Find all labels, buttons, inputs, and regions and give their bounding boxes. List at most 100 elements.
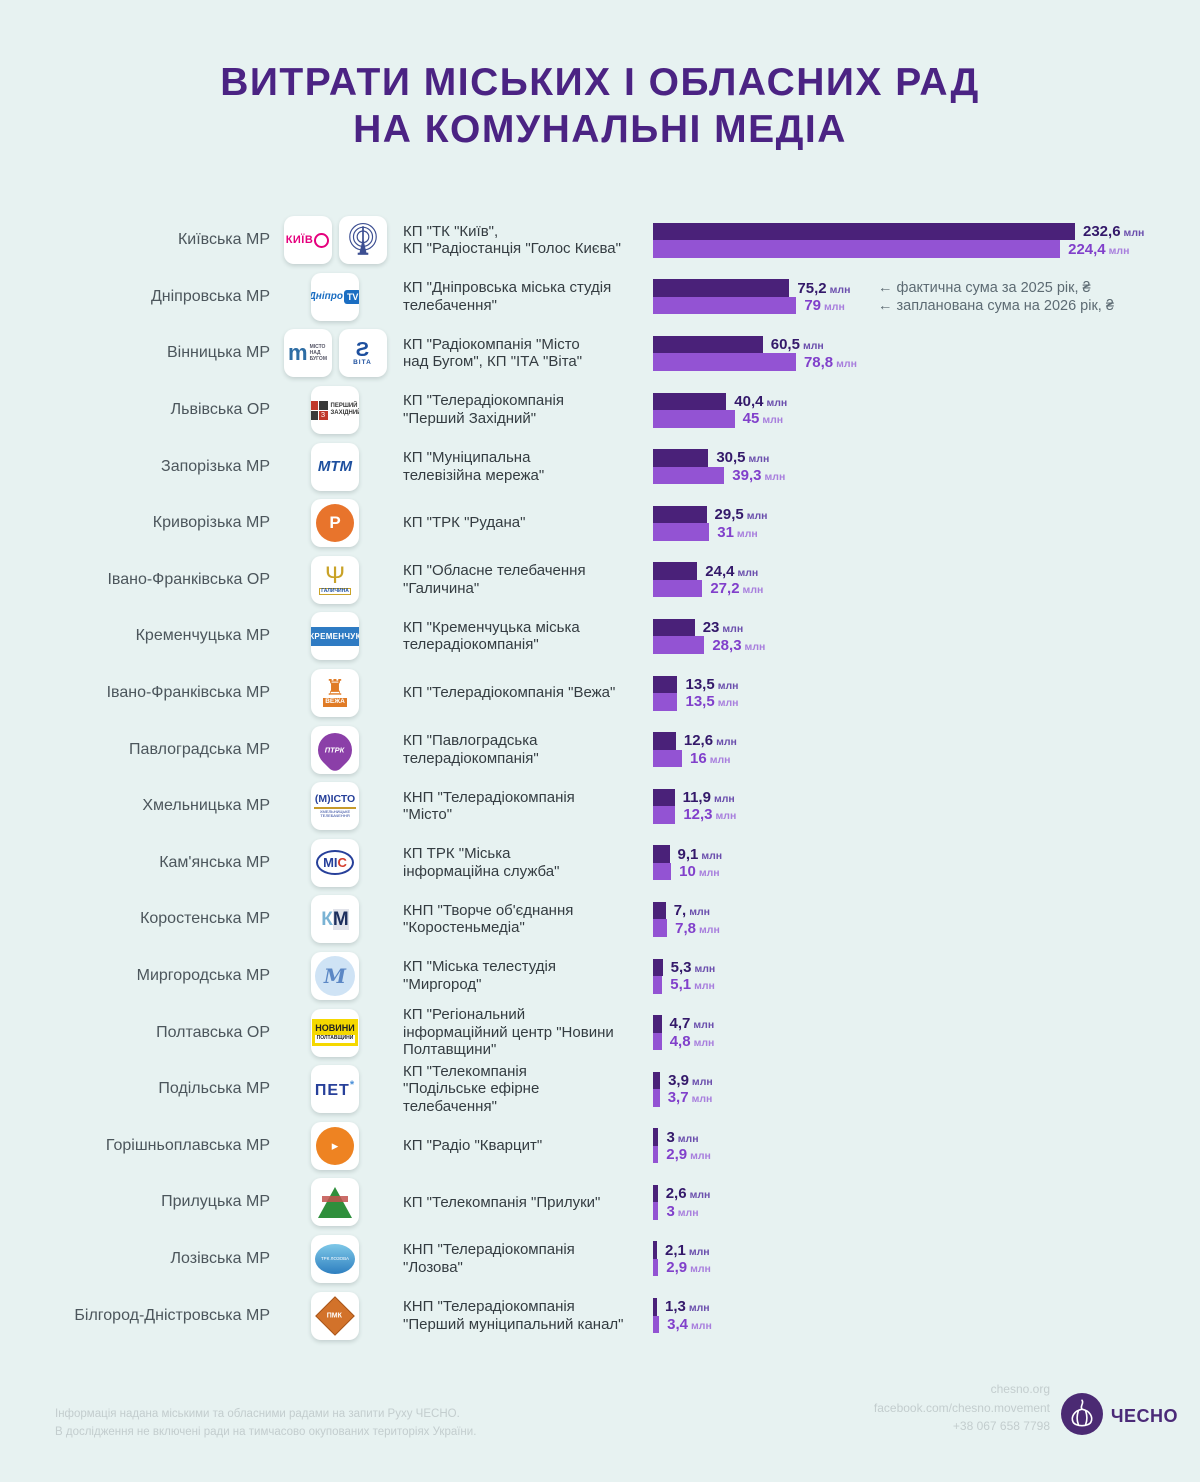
bar-2025 — [653, 392, 727, 411]
bar-2025 — [653, 845, 670, 863]
logo-group — [283, 1178, 387, 1227]
logo-group: ПМК — [283, 1291, 387, 1340]
bar-group: 5,3 млн 5,1 млн — [653, 958, 1200, 994]
bar-line-2026: 78,8 млн — [653, 353, 1200, 371]
company-label: КП "Радіокомпанія "Місто над Бугом", КП … — [403, 335, 583, 371]
bar-2026 — [653, 466, 725, 485]
bar-2025 — [653, 901, 666, 920]
chart-row: Подільська МР ПЕТ* КП "Телекомпанія "Под… — [0, 1061, 1200, 1118]
council-label: Дніпровська МР — [150, 287, 270, 305]
bar-2026 — [653, 693, 678, 711]
bar-line-2026: 3,4 млн — [653, 1315, 1200, 1334]
kvartsyt-icon: ▸ — [311, 1121, 359, 1170]
pmk-icon: ПМК — [311, 1291, 359, 1340]
footer: Інформація надана міськими та обласними … — [0, 1362, 1200, 1482]
company-label: КП "Муніципальна телевізійна мережа" — [403, 448, 545, 484]
bar-2025 — [653, 335, 763, 354]
bar-line-2025: 2,6 млн — [653, 1184, 1200, 1203]
logo-group: ПЕТ* — [283, 1065, 387, 1114]
facebook-link[interactable]: facebook.com/chesno.movement — [873, 1400, 1050, 1415]
logo-group: ♜ ВЕЖА — [283, 669, 387, 718]
dnipro-tv-icon: Дніпро TV — [311, 272, 359, 321]
bar-line-2025: 3,9 млн — [653, 1071, 1200, 1090]
bar-2025 — [653, 1298, 657, 1316]
bar-line-2026: 13,5 млн — [653, 693, 1200, 711]
bar-line-2025: 1,3 млн — [653, 1298, 1200, 1316]
company-label: КП "Телерадіокомпанія "Перший Західний" — [403, 392, 564, 428]
bar-2026 — [653, 353, 796, 371]
bar-2026 — [653, 1315, 660, 1334]
novyny-poltavshchyny-icon: НОВИНИ ПОЛТАВЩИНИ — [311, 1008, 359, 1057]
halychyna-icon: Ψ ГАЛИЧИНА — [311, 555, 359, 604]
logo-group: Р — [283, 499, 387, 548]
company-label: КП "Кременчуцька міська телерадіокомпані… — [403, 618, 580, 654]
bar-2026 — [653, 1032, 662, 1051]
bar-2025 — [653, 562, 698, 580]
chart-row: Івано-Франківська ОР Ψ ГАЛИЧИНА КП "Облас… — [0, 552, 1200, 609]
bar-line-2025: 7, млн — [653, 901, 1200, 920]
bar-line-2026: 3 млн — [653, 1202, 1200, 1220]
company-label: КП "ТРК "Рудана" — [403, 514, 526, 532]
council-label: Київська МР — [177, 231, 270, 249]
value-2025: 3,9 млн — [668, 1071, 713, 1089]
value-2025: 232,6 млн — [1083, 223, 1145, 241]
bar-line-2025: 3 млн — [653, 1128, 1200, 1146]
bar-line-2025: 9,1 млн — [653, 845, 1200, 863]
value-2025: 23 млн — [702, 619, 744, 637]
bar-line-2025: 2,1 млн — [653, 1241, 1200, 1259]
bar-line-2025: 40,4 млн — [653, 392, 1200, 411]
company-label: КП "Телерадіокомпанія "Вежа" — [403, 684, 616, 702]
page-title: ВИТРАТИ МІСЬКИХ І ОБЛАСНИХ РАД НА КОМУНА… — [220, 61, 980, 151]
bar-group: 1,3 млн 3,4 млн — [653, 1298, 1200, 1334]
bar-2026 — [653, 579, 703, 598]
website-link[interactable]: chesno.org — [990, 1382, 1050, 1397]
mtm-icon: МТМ — [311, 442, 359, 491]
bar-line-2025: 30,5 млн — [653, 449, 1200, 467]
bar-2026 — [653, 1202, 659, 1220]
bar-group: 40,4 млн 45 млн — [653, 392, 1200, 428]
bar-line-2026: 27,2 млн — [653, 579, 1200, 598]
value-2025: 75,2 млн — [797, 279, 851, 297]
bar-group: 23 млн 28,3 млн — [653, 618, 1200, 654]
council-label: Кам'янська МР — [159, 853, 270, 871]
chart-row: Полтавська ОР НОВИНИ ПОЛТАВЩИНИ КП "Регіо… — [0, 1004, 1200, 1061]
logo-group: МТМ — [283, 442, 387, 491]
pershyi-zakhidnyi-icon: З ПЕРШИЙ ЗАХІДНИЙ — [311, 386, 359, 435]
footer-notes: Інформація надана міськими та обласними … — [55, 1406, 476, 1442]
logo-group: КРЕМЕНЧУК — [283, 612, 387, 661]
bar-group: 3,9 млн 3,7 млн — [653, 1071, 1200, 1107]
vezha-icon: ♜ ВЕЖА — [311, 669, 359, 718]
logo-group: Дніпро TV — [283, 272, 387, 321]
bar-2025 — [653, 958, 663, 977]
ptrk-icon: ПТРК — [311, 725, 359, 774]
bar-2026 — [653, 1258, 659, 1277]
misto-khmelnytskyi-icon: (М)ІСТО ХМЕЛЬНИЦЬКЕ ТЕЛЕБАЧЕННЯ — [311, 782, 359, 831]
value-2026: 3,4 млн — [667, 1315, 712, 1333]
bar-group: 7, млн 7,8 млн — [653, 901, 1200, 937]
bar-line-2026: 10 млн — [653, 862, 1200, 881]
chart-row: Миргородська МР М КП "Міська телестудія … — [0, 948, 1200, 1005]
bar-group: 13,5 млн 13,5 млн — [653, 675, 1200, 711]
value-2026: 79 млн — [804, 297, 845, 315]
chart-row: Запорізька МР МТМ КП "Муніципальна телев… — [0, 438, 1200, 495]
bar-group: 30,5 млн 39,3 млн — [653, 449, 1200, 485]
brand-name: ЧЕСНО — [1110, 1406, 1178, 1426]
bar-line-2026: 16 млн — [653, 749, 1200, 768]
bar-group: 60,5 млн 78,8 млн — [653, 335, 1200, 371]
company-label: КНП "Телерадіокомпанія "Перший муніципал… — [403, 1297, 624, 1333]
logo-group: КМ — [283, 895, 387, 944]
bar-line-2025: 232,6 млн — [653, 222, 1200, 241]
chart-row: Білгород-Дністровська МР ПМК КНП "Телера… — [0, 1287, 1200, 1344]
bar-2025 — [653, 279, 790, 297]
bar-group: 24,4 млн 27,2 млн — [653, 562, 1200, 598]
bar-group: 2,1 млн 2,9 млн — [653, 1241, 1200, 1277]
council-label: Полтавська ОР — [156, 1023, 270, 1041]
bar-2026 — [653, 410, 735, 428]
company-label: КП "Обласне телебачення "Галичина" — [403, 562, 586, 597]
chart-row: Київська МР КИЇВ КП "ТК "Київ", КП "Раді… — [0, 212, 1200, 269]
company-label: КНП "Телерадіокомпанія "Місто" — [403, 788, 575, 824]
value-2025: 9,1 млн — [677, 845, 723, 863]
council-label: Кременчуцька МР — [135, 627, 270, 645]
bar-line-2025: 5,3 млн — [653, 958, 1200, 977]
phone-number: +38 067 658 7798 — [952, 1419, 1050, 1434]
